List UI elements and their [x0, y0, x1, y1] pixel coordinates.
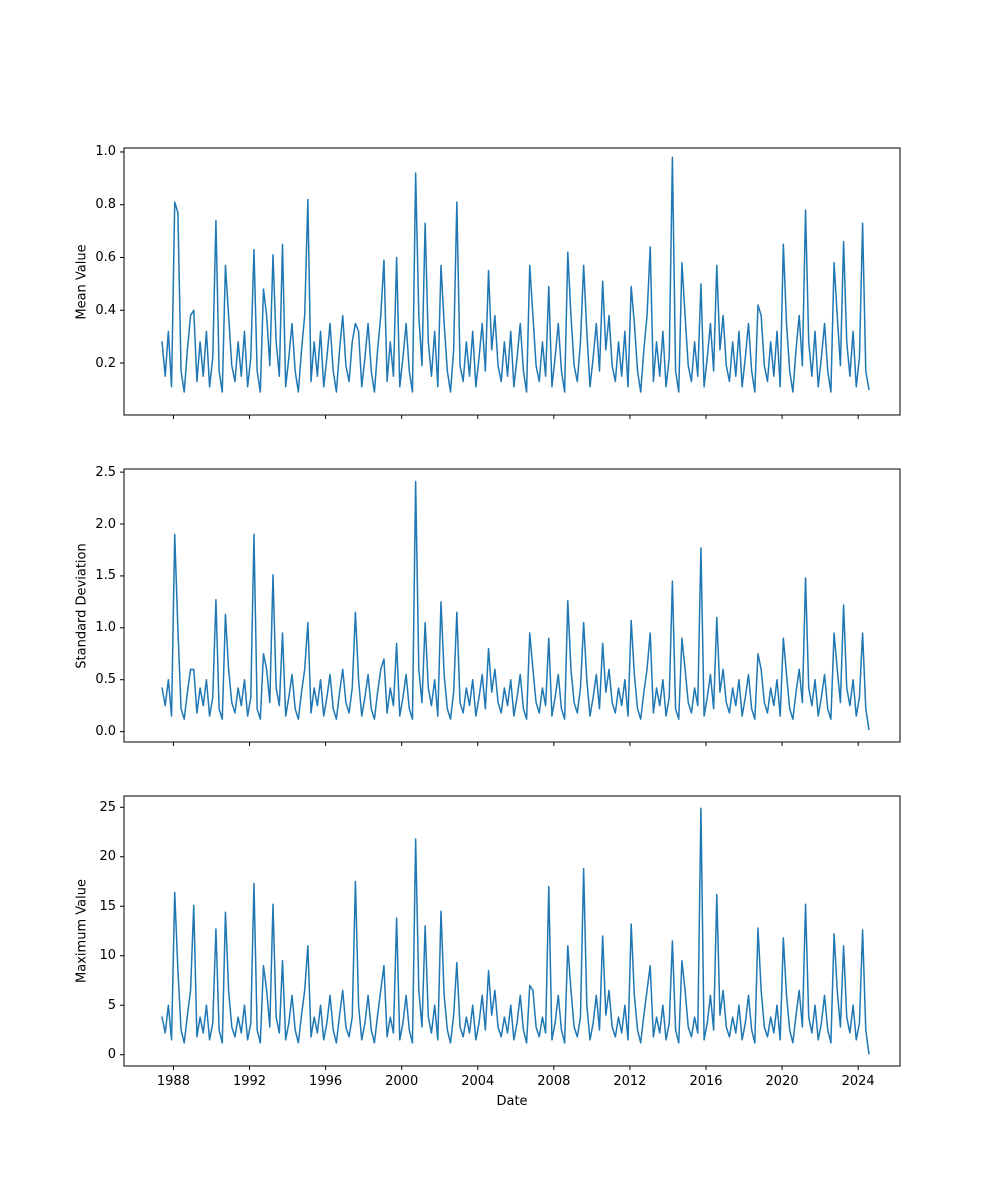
- y-tick-label: 0: [107, 1047, 116, 1063]
- y-tick-label: 0.5: [95, 672, 116, 688]
- y-tick-label: 25: [99, 799, 116, 815]
- y-tick-label: 1.0: [95, 144, 116, 160]
- x-tick-label: 2024: [841, 1074, 875, 1089]
- x-tick-label: 1988: [156, 1074, 190, 1089]
- plot-frame: [123, 147, 901, 416]
- x-tick-label: 2012: [613, 1074, 647, 1089]
- plot-frame: [123, 468, 901, 743]
- x-axis-label-date: Date: [496, 1094, 528, 1109]
- plot-frame: [123, 795, 901, 1067]
- series-line: [161, 480, 870, 731]
- series-line: [161, 156, 870, 393]
- plot-area-mean-value: [120, 147, 901, 419]
- y-tick-label: 15: [99, 898, 116, 914]
- y-tick-label: 0.2: [95, 355, 116, 371]
- y-tick-label: 0.8: [95, 197, 116, 213]
- y-tick-label: 2.5: [95, 464, 116, 480]
- series-line: [161, 807, 870, 1055]
- plot-area-maximum-value: [120, 795, 901, 1070]
- x-tick-label: 2008: [537, 1074, 571, 1089]
- x-tick-label: 2016: [689, 1074, 723, 1089]
- plot-area-standard-deviation: [120, 468, 901, 746]
- y-tick-label: 0.6: [95, 249, 116, 265]
- y-axis-label-standard-deviation: Standard Deviation: [74, 542, 90, 669]
- x-tick-label: 2004: [461, 1074, 495, 1089]
- y-tick-label: 5: [107, 997, 116, 1013]
- x-tick-label: 2020: [765, 1074, 799, 1089]
- y-tick-label: 2.0: [95, 516, 116, 532]
- y-tick-label: 1.0: [95, 620, 116, 636]
- y-tick-label: 1.5: [95, 568, 116, 584]
- x-tick-label: 1992: [232, 1074, 267, 1089]
- x-tick-label: 2000: [385, 1074, 419, 1089]
- y-tick-label: 20: [99, 849, 116, 865]
- y-tick-label: 10: [99, 948, 116, 964]
- y-axis-label-maximum-value: Maximum Value: [74, 879, 90, 983]
- y-tick-label: 0.0: [95, 724, 116, 740]
- y-tick-label: 0.4: [95, 302, 116, 318]
- x-tick-label: 1996: [309, 1074, 343, 1089]
